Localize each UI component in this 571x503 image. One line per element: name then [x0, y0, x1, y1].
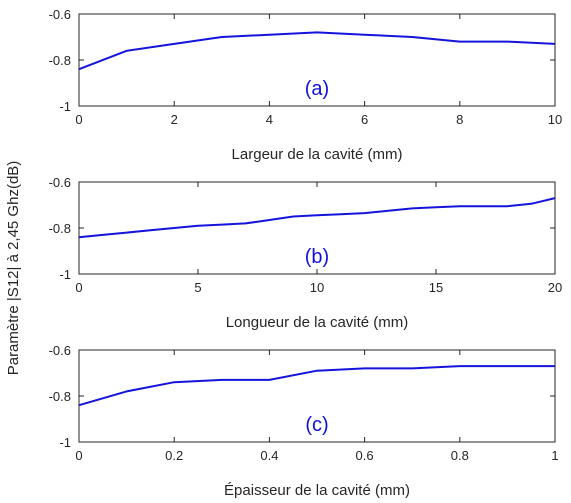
- x-tick-label: 0.2: [165, 448, 183, 463]
- panel-label-c: (c): [305, 414, 328, 436]
- y-ticks: -0.6 -0.8 -1: [49, 7, 555, 114]
- y-tick-label: -0.6: [49, 7, 71, 22]
- panel-c: 0 0.2 0.4 0.6 0.8 1 -0.6 -0.8 -1 (c) Épaisseur …: [49, 343, 559, 499]
- x-tick-label: 0.4: [260, 448, 278, 463]
- plot-area: [78, 181, 556, 275]
- x-axis-label-b: Longueur de la cavité (mm): [226, 314, 409, 331]
- y-tick-label: -0.8: [49, 53, 71, 68]
- x-ticks: 0 2 4 6 8 10: [75, 14, 562, 127]
- x-ticks: 0 0.2 0.4 0.6 0.8 1: [75, 350, 559, 463]
- y-ticks: -0.6 -0.8 -1: [49, 343, 555, 450]
- y-tick-label: -0.6: [49, 343, 71, 358]
- y-tick-label: -0.6: [49, 175, 71, 190]
- y-tick-label: -1: [59, 267, 71, 282]
- x-tick-label: 0: [75, 112, 82, 127]
- x-tick-label: 4: [266, 112, 273, 127]
- x-tick-label: 20: [548, 280, 562, 295]
- x-tick-label: 15: [429, 280, 443, 295]
- panel-b: 0 5 10 15 20 -0.6 -0.8 -1 (b) Longueur de la c…: [49, 175, 563, 331]
- y-axis-label: Paramètre |S12| à 2,45 Ghz(dB): [5, 161, 22, 376]
- panel-label-b: (b): [305, 246, 329, 268]
- x-tick-label: 10: [310, 280, 324, 295]
- plot-area: [78, 13, 556, 107]
- y-tick-label: -1: [59, 99, 71, 114]
- series-line: [78, 365, 555, 407]
- x-tick-label: 0.8: [451, 448, 469, 463]
- x-tick-label: 5: [194, 280, 201, 295]
- y-ticks: -0.6 -0.8 -1: [49, 175, 555, 282]
- panel-label-a: (a): [305, 78, 329, 100]
- x-tick-label: 0.6: [356, 448, 374, 463]
- x-tick-label: 8: [456, 112, 463, 127]
- series-line: [78, 197, 556, 239]
- x-axis-label-a: Largeur de la cavité (mm): [232, 146, 403, 163]
- series-line: [78, 31, 556, 71]
- x-tick-label: 0: [75, 280, 82, 295]
- x-tick-label: 0: [75, 448, 82, 463]
- panel-a: 0 2 4 6 8 10 -0.6 -0.8 -1 (a) Largeur de la cav…: [49, 7, 563, 163]
- x-tick-label: 6: [361, 112, 368, 127]
- y-tick-label: -0.8: [49, 221, 71, 236]
- y-tick-label: -0.8: [49, 389, 71, 404]
- x-axis-label-c: Épaisseur de la cavité (mm): [224, 482, 410, 499]
- y-tick-label: -1: [59, 435, 71, 450]
- x-tick-label: 2: [171, 112, 178, 127]
- x-tick-label: 1: [551, 448, 558, 463]
- x-tick-label: 10: [548, 112, 562, 127]
- x-ticks: 0 5 10 15 20: [75, 182, 562, 295]
